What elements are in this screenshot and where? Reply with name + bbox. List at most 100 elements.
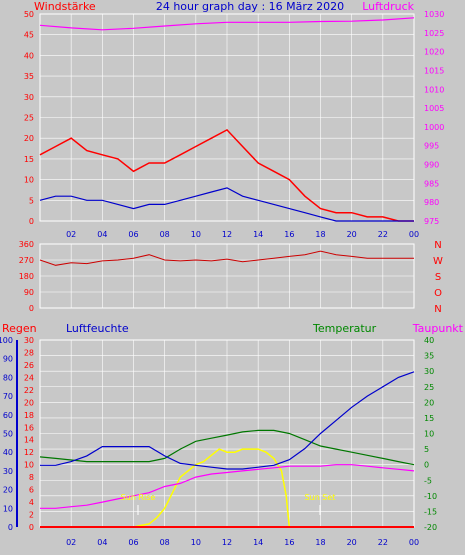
x-tick-label: 04 (97, 538, 107, 547)
x-tick-label: 10 (191, 538, 201, 547)
wind-gust-line (39, 128, 414, 222)
rain-tick-label: 14 (24, 436, 34, 445)
temperature-axis-ticks: -20 -15 -10 -5 0 5 10 15 20 25 30 35 40 (424, 336, 437, 532)
x-tick-label: 08 (160, 230, 170, 239)
rain-tick-label: 24 (24, 373, 34, 382)
wind-tick-label: 20 (24, 134, 34, 143)
humidity-tick-label: 100 (0, 336, 13, 345)
rain-tick-label: 22 (24, 386, 34, 395)
wind-tick-label: 30 (24, 93, 34, 102)
temperature-tick-label: 25 (424, 383, 434, 392)
x-tick-label: 08 (160, 538, 170, 547)
compass-label: O (434, 288, 442, 299)
sun-annotations: Sun Rise Sun Set (121, 493, 336, 515)
wind-tick-label: 45 (24, 31, 34, 40)
wind-tick-label: 40 (24, 51, 34, 60)
rain-tick-label: 10 (24, 461, 34, 470)
pressure-tick-label: 1005 (424, 104, 444, 113)
pressure-tick-label: 1025 (424, 29, 444, 38)
sunset-label: Sun Set (305, 493, 336, 502)
temperature-tick-label: 5 (424, 445, 429, 454)
rain-tick-label: 26 (24, 361, 34, 370)
pressure-tick-label: 985 (424, 179, 439, 188)
panel2-series (39, 250, 414, 266)
x-tick-label: 02 (66, 538, 76, 547)
humidity-axis-ticks: 0 10 20 30 40 50 60 70 80 90 100 (0, 336, 18, 532)
chart-title: 24 hour graph day : 16 März 2020 (156, 0, 344, 13)
pressure-tick-label: 980 (424, 198, 439, 207)
wind-tick-label: 5 (29, 196, 34, 205)
pressure-tick-label: 1020 (424, 48, 444, 57)
x-tick-label: 14 (253, 538, 263, 547)
pressure-line (39, 17, 415, 31)
x-tick-label: 06 (128, 538, 138, 547)
temperature-tick-label: 10 (424, 430, 434, 439)
rain-tick-label: 4 (29, 498, 34, 507)
temperature-tick-label: 20 (424, 398, 434, 407)
rain-tick-label: 18 (24, 411, 34, 420)
pressure-tick-label: 1010 (424, 85, 444, 94)
humidity-tick-label: 80 (3, 373, 13, 382)
rain-tick-label: 8 (29, 473, 34, 482)
humidity-label: Luftfeuchte (66, 322, 129, 335)
temperature-tick-label: -5 (424, 476, 432, 485)
wind-speed-label: Windstärke (34, 0, 96, 13)
x-tick-label: 00 (409, 538, 419, 547)
direction-tick-label: 90 (24, 288, 34, 297)
pressure-tick-label: 1030 (424, 10, 444, 19)
panel3-grid (39, 339, 415, 528)
panel2-grid (39, 243, 415, 309)
panel1-series (39, 17, 415, 222)
direction-tick-label: 0 (29, 304, 34, 313)
direction-tick-label: 360 (19, 240, 34, 249)
compass-label: N (434, 240, 441, 251)
rain-label: Regen (2, 322, 37, 335)
compass-label: W (433, 256, 443, 267)
temperature-tick-label: -20 (424, 523, 437, 532)
panel1-x-ticks: 02 04 06 08 10 12 14 16 18 20 22 00 (66, 230, 419, 239)
x-tick-label: 16 (284, 230, 294, 239)
wind-tick-label: 50 (24, 10, 34, 19)
x-tick-label: 22 (378, 230, 388, 239)
pressure-tick-label: 1000 (424, 123, 444, 132)
x-tick-label: 22 (378, 538, 388, 547)
x-tick-label: 20 (347, 538, 357, 547)
rain-tick-label: 12 (24, 448, 34, 457)
temperature-tick-label: 40 (424, 336, 434, 345)
rain-tick-label: 20 (24, 398, 34, 407)
x-tick-label: 04 (97, 230, 107, 239)
humidity-tick-label: 50 (3, 430, 13, 439)
x-tick-label: 12 (222, 230, 232, 239)
temperature-tick-label: -15 (424, 507, 437, 516)
dewpoint-label: Taupunkt (412, 322, 464, 335)
pressure-label: Luftdruck (362, 0, 414, 13)
wind-tick-label: 25 (24, 114, 34, 123)
humidity-tick-label: 60 (3, 411, 13, 420)
x-tick-label: 18 (315, 538, 325, 547)
pressure-tick-label: 1015 (424, 66, 444, 75)
panel3-series (39, 371, 415, 528)
direction-tick-label: 180 (19, 272, 34, 281)
temperature-tick-label: 0 (424, 461, 429, 470)
temperature-tick-label: 15 (424, 414, 434, 423)
wind-tick-label: 10 (24, 176, 34, 185)
pressure-axis-ticks: 975 980 985 990 995 1000 1005 1010 1015 1020 1025 1… (424, 10, 444, 226)
rain-tick-label: 2 (29, 511, 34, 520)
rain-tick-label: 30 (24, 336, 34, 345)
direction-tick-label: 270 (19, 256, 34, 265)
temperature-label: Temperatur (312, 322, 377, 335)
temperature-tick-label: -10 (424, 492, 437, 501)
rain-tick-label: 16 (24, 423, 34, 432)
compass-label: N (434, 304, 441, 315)
x-tick-label: 12 (222, 538, 232, 547)
humidity-tick-label: 90 (3, 355, 13, 364)
x-tick-label: 20 (347, 230, 357, 239)
x-tick-label: 02 (66, 230, 76, 239)
wind-axis-ticks: 0 5 10 15 20 25 30 35 40 45 50 (24, 10, 34, 226)
x-tick-label: 16 (284, 538, 294, 547)
wind-tick-label: 35 (24, 72, 34, 81)
rain-tick-label: 6 (29, 486, 34, 495)
